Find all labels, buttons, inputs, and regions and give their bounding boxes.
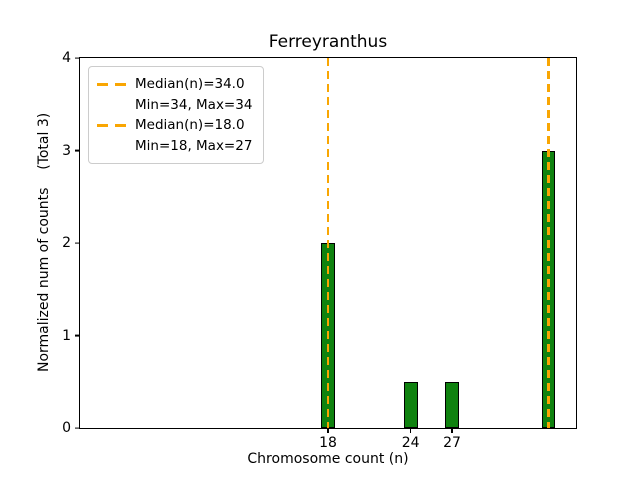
legend-label: Median(n)=34.0 [135, 76, 245, 93]
median-vline [326, 58, 330, 428]
histogram-bar [445, 381, 459, 428]
x-tick-label: 18 [319, 435, 337, 451]
y-tick-mark [75, 334, 79, 337]
y-tick-mark [75, 149, 79, 152]
legend-label: Median(n)=18.0 [135, 117, 245, 134]
x-tick-label: 27 [443, 435, 461, 451]
y-tick-mark [75, 427, 79, 429]
y-tick-label: 3 [62, 142, 71, 159]
x-tick-mark [327, 429, 329, 433]
y-tick-label: 4 [62, 50, 71, 66]
y-tick-label: 0 [62, 420, 71, 436]
legend-entry: Median(n)=18.0 [97, 115, 252, 136]
legend-label: Min=34, Max=34 [135, 96, 253, 113]
legend-sample-spacer [97, 103, 127, 106]
median-dashed-line-icon [97, 123, 127, 127]
legend-entry: Min=18, Max=27 [97, 136, 252, 157]
y-axis-label: Normalized num of counts (Total 3) [36, 112, 52, 372]
x-tick-label: 24 [401, 435, 420, 451]
y-tick-mark [75, 242, 79, 244]
x-tick-mark [451, 429, 453, 433]
plot-area: Median(n)=34.0 Min=34, Max=34 Median(n)=… [62, 51, 577, 450]
chart-title: Ferreyranthus [268, 32, 388, 52]
x-tick-mark [410, 429, 412, 433]
median-dashed-line-icon [97, 82, 127, 86]
y-tick-mark [75, 57, 79, 59]
legend: Median(n)=34.0 Min=34, Max=34 Median(n)=… [88, 66, 265, 164]
legend-sample-spacer [97, 144, 127, 147]
median-vline [547, 58, 550, 428]
y-tick-label: 1 [62, 327, 71, 344]
x-axis-label: Chromosome count (n) [247, 451, 409, 467]
histogram-bar [403, 381, 418, 428]
legend-entry: Median(n)=34.0 [97, 74, 252, 95]
legend-label: Min=18, Max=27 [135, 137, 253, 154]
legend-entry: Min=34, Max=34 [97, 95, 252, 116]
y-tick-label: 2 [62, 235, 71, 251]
